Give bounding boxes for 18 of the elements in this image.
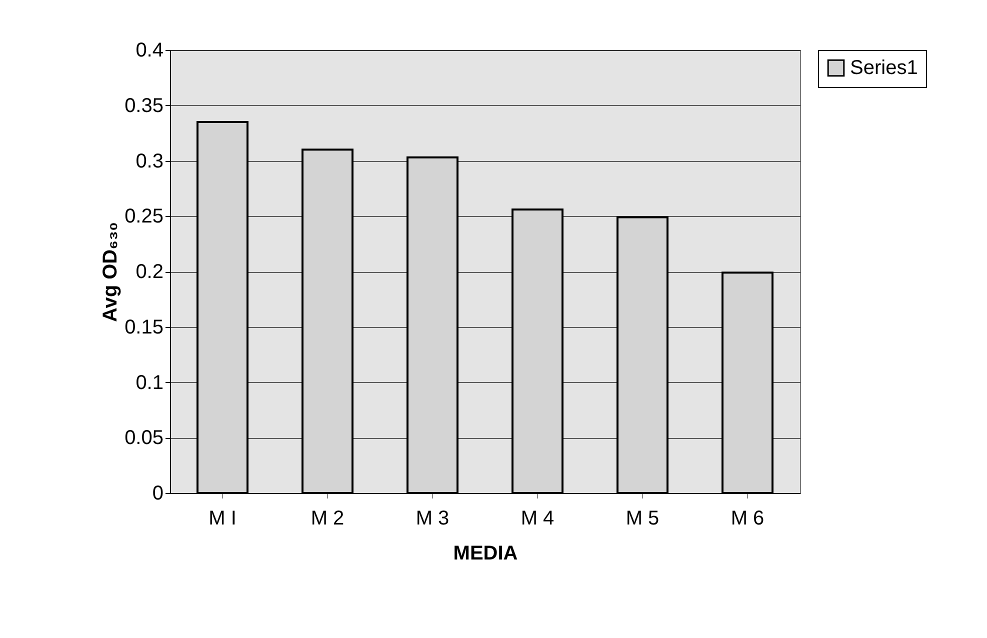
y-tick-label: 0.3 — [136, 150, 164, 172]
x-tick-label: M 2 — [310, 508, 344, 530]
x-axis-title: MEDIA — [453, 542, 518, 564]
x-tick-label: M 6 — [730, 508, 764, 530]
y-tick-label: 0.2 — [136, 261, 164, 283]
y-tick-label: 0.4 — [136, 40, 164, 62]
x-tick-label: M 3 — [416, 508, 450, 530]
y-tick-label: 0.25 — [124, 206, 164, 228]
y-axis-title: Avg OD₆₃₀ — [100, 222, 122, 322]
y-tick-label: 0.35 — [124, 94, 164, 117]
x-tick-label: M 5 — [626, 508, 660, 530]
y-tick-label: 0 — [152, 482, 164, 504]
x-tick-label: M I — [208, 508, 236, 530]
y-tick-label: 0.1 — [136, 372, 164, 394]
x-tick-label: M 4 — [520, 508, 554, 530]
legend-label: Series1 — [850, 57, 918, 79]
y-tick-label: 0.15 — [124, 316, 164, 338]
y-tick-label: 0.05 — [124, 427, 164, 450]
